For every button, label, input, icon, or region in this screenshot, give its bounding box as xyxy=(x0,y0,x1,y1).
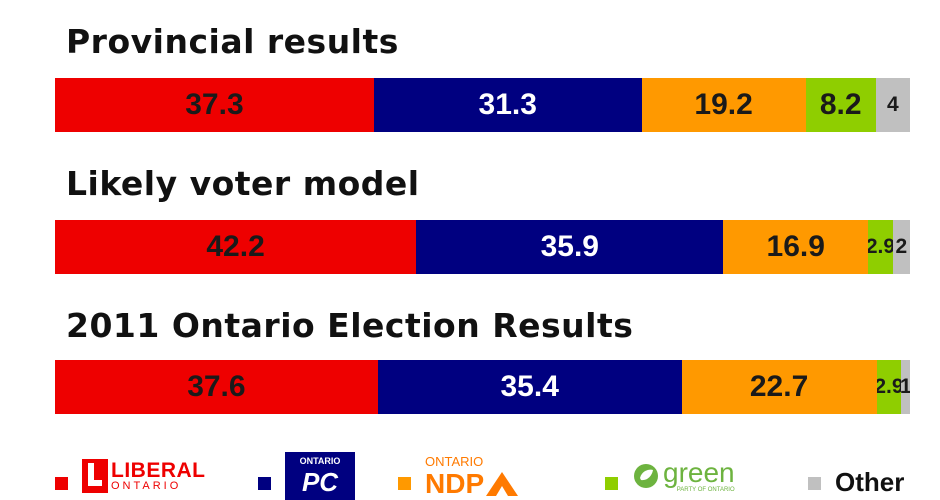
data-label: 1 xyxy=(901,375,910,398)
legend: LIBERAL ONTARIO ONTARIO PC ONTARIO NDP xyxy=(0,452,940,500)
bar-segment-other: 2 xyxy=(892,220,910,274)
chart-title: 2011 Ontario Election Results xyxy=(66,306,634,345)
liberal-logo-main: LIBERAL xyxy=(111,459,206,482)
data-label: 37.6 xyxy=(187,370,246,403)
data-label: 2 xyxy=(895,235,908,258)
liberal-logo: LIBERAL ONTARIO xyxy=(82,459,206,493)
data-label: 35.4 xyxy=(500,370,559,403)
bar-segment-other: 1 xyxy=(901,360,910,414)
ndp-logo-top: ONTARIO xyxy=(425,453,484,469)
green-leaf-icon xyxy=(634,464,658,488)
green-logo-main: green xyxy=(663,457,735,488)
data-label: 19.2 xyxy=(694,88,753,121)
data-label: 2.9 xyxy=(868,235,893,258)
pc-logo-top: ONTARIO xyxy=(299,456,341,466)
ndp-logo: ONTARIO NDP xyxy=(425,455,520,498)
stacked-bar: 37.6 35.4 22.7 2.9 1 xyxy=(55,360,910,414)
data-label: 42.2 xyxy=(206,230,265,263)
legend-swatch-liberal xyxy=(55,476,68,490)
bar-segment-other: 4 xyxy=(875,78,910,132)
legend-swatch-pc xyxy=(258,476,271,490)
liberal-l-icon xyxy=(82,459,108,493)
bar-segment-liberal: 37.3 xyxy=(55,78,374,132)
chart-title: Provincial results xyxy=(66,22,399,61)
ndp-arrow-icon xyxy=(486,471,519,496)
bar-segment-green: 2.9 xyxy=(876,360,902,414)
ndp-logo-main: NDP xyxy=(425,467,485,499)
data-label: 35.9 xyxy=(540,230,599,263)
data-label: 22.7 xyxy=(749,370,809,403)
legend-item-liberal: LIBERAL ONTARIO xyxy=(55,452,206,500)
legend-label-other: Other xyxy=(835,466,905,497)
green-logo: green PARTY OF ONTARIO xyxy=(632,459,735,493)
data-label: 31.3 xyxy=(478,88,537,121)
bar-segment-ndp: 16.9 xyxy=(723,220,869,274)
legend-item-pc: ONTARIO PC xyxy=(258,452,355,500)
chart-title: Likely voter model xyxy=(66,164,420,203)
bar-segment-ndp: 22.7 xyxy=(681,360,877,414)
stacked-bar: 42.2 35.9 16.9 2.9 2 xyxy=(55,220,910,274)
bar-segment-pc: 31.3 xyxy=(373,78,642,132)
legend-swatch-other xyxy=(808,476,821,490)
legend-item-ndp: ONTARIO NDP xyxy=(398,452,520,500)
green-logo-sub: PARTY OF ONTARIO xyxy=(676,487,735,493)
data-label: 16.9 xyxy=(766,230,825,263)
bar-segment-pc: 35.4 xyxy=(377,360,682,414)
data-label: 37.3 xyxy=(185,88,244,121)
legend-swatch-green xyxy=(605,476,618,490)
pc-logo-main: PC xyxy=(301,467,339,497)
legend-item-other: Other xyxy=(808,452,904,500)
liberal-logo-sub: ONTARIO xyxy=(111,480,182,492)
data-label: 2.9 xyxy=(876,375,902,398)
legend-swatch-ndp xyxy=(398,476,411,490)
bar-segment-liberal: 42.2 xyxy=(55,220,417,274)
bar-segment-liberal: 37.6 xyxy=(55,360,378,414)
top-cropped-text-strip xyxy=(60,0,580,4)
data-label: 8.2 xyxy=(819,88,862,121)
bar-segment-green: 8.2 xyxy=(805,78,876,132)
pc-logo: ONTARIO PC xyxy=(285,452,355,500)
bar-segment-green: 2.9 xyxy=(868,220,893,274)
stacked-bar: 37.3 31.3 19.2 8.2 4 xyxy=(55,78,910,132)
bar-segment-pc: 35.9 xyxy=(416,220,724,274)
legend-item-green: green PARTY OF ONTARIO xyxy=(605,452,735,500)
bar-segment-ndp: 19.2 xyxy=(641,78,806,132)
data-label: 4 xyxy=(887,93,899,116)
